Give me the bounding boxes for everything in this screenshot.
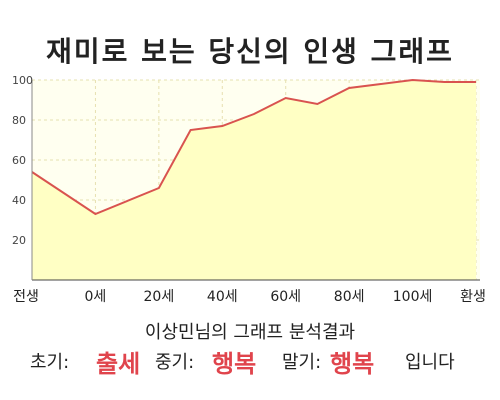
mid-value: 행복 — [212, 350, 257, 378]
x-tick-label: 환생 — [460, 289, 486, 305]
y-tick-label: 80 — [12, 114, 26, 127]
analysis-result: 초기: 출세 중기: 행복 말기: 행복 입니다 — [0, 348, 500, 378]
x-tick-label: 0세 — [85, 289, 107, 305]
y-tick-label: 40 — [12, 194, 26, 207]
y-tick-labels: 20 40 60 80 100 — [12, 74, 33, 247]
late-value: 행복 — [330, 350, 375, 378]
mid-label: 중기: — [155, 352, 195, 373]
late-label: 말기: — [282, 352, 322, 373]
ending-text: 입니다 — [405, 352, 455, 373]
x-tick-label: 20세 — [144, 289, 175, 305]
y-tick-label: 20 — [12, 234, 26, 247]
life-line — [31, 78, 476, 216]
x-tick-label: 40세 — [207, 289, 238, 305]
y-tick-label: 60 — [12, 154, 26, 167]
early-value: 출세 — [96, 350, 141, 378]
x-tick-label: 60세 — [270, 289, 301, 305]
chart-title: 재미로 보는 당신의 인생 그래프 — [46, 35, 454, 68]
x-tick-labels: 전생 0세 20세 40세 60세 80세 100세 환생 — [13, 289, 486, 305]
x-tick-label: 100세 — [393, 289, 433, 305]
early-label: 초기: — [30, 352, 70, 373]
y-tick-label: 100 — [12, 74, 33, 87]
x-tick-label: 전생 — [13, 289, 39, 305]
analysis-caption: 이상민님의 그래프 분석결과 — [144, 322, 356, 343]
x-tick-label: 80세 — [334, 289, 365, 305]
life-area-fill — [32, 80, 476, 280]
